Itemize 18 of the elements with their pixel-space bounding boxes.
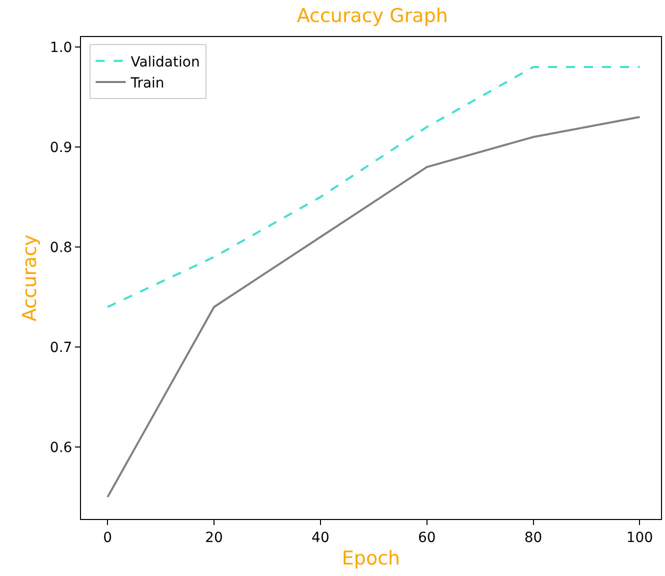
y-tick-label: 0.8 bbox=[50, 240, 72, 256]
x-tick-label: 60 bbox=[418, 530, 436, 546]
x-tick-label: 0 bbox=[103, 530, 112, 546]
chart-title: Accuracy Graph bbox=[296, 4, 448, 27]
legend-label: Validation bbox=[130, 54, 200, 70]
x-tick-label: 100 bbox=[626, 530, 654, 546]
x-tick-label: 40 bbox=[312, 530, 330, 546]
x-tick-label: 20 bbox=[205, 530, 223, 546]
x-tick-label: 80 bbox=[524, 530, 542, 546]
y-tick-label: 0.9 bbox=[50, 140, 72, 156]
x-axis-title: Epoch bbox=[342, 548, 400, 570]
y-tick-label: 0.6 bbox=[50, 440, 72, 456]
legend-label: Train bbox=[130, 75, 164, 92]
y-axis-title: Accuracy bbox=[18, 234, 41, 322]
line-series bbox=[106, 116, 641, 498]
line-series bbox=[106, 66, 641, 308]
y-tick-label: 0.7 bbox=[50, 340, 72, 356]
y-tick-label: 1.0 bbox=[50, 40, 72, 56]
